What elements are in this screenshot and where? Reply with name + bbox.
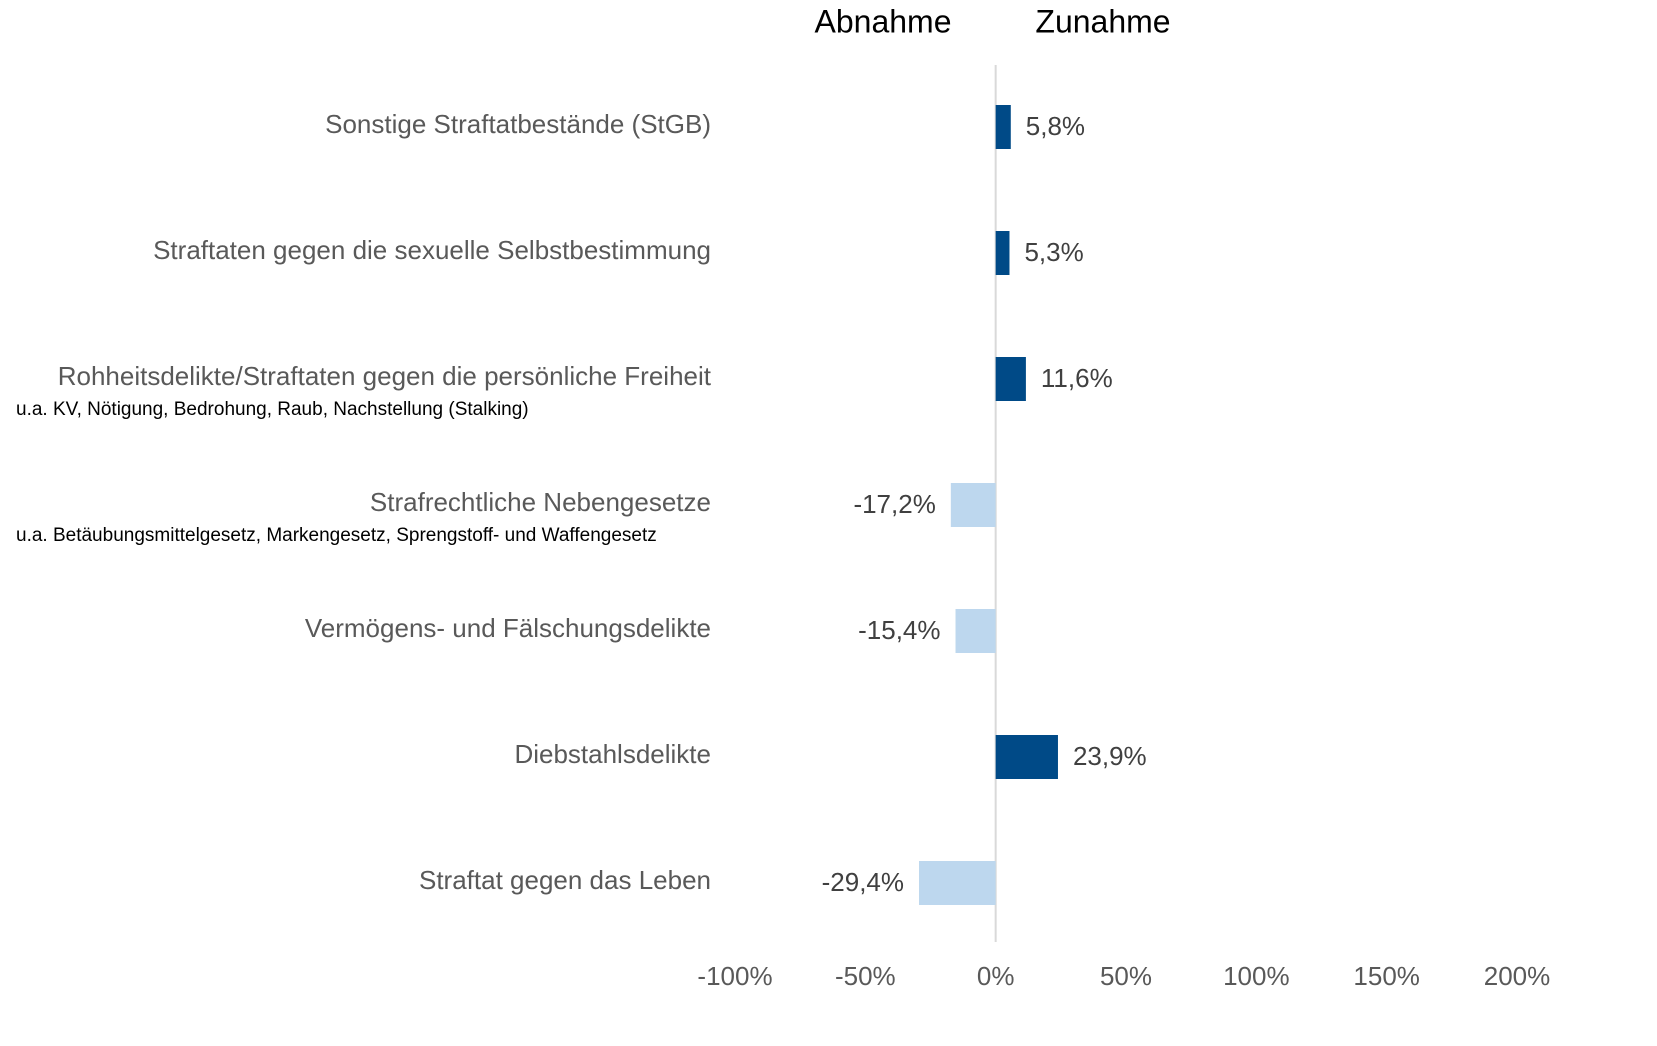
annotation: Zunahme	[1035, 3, 1170, 39]
annotation: Abnahme	[815, 3, 952, 39]
x-tick-label: 150%	[1353, 961, 1420, 991]
bar	[995, 357, 1026, 401]
bar	[995, 231, 1010, 275]
value-label: 5,3%	[1024, 237, 1083, 267]
x-tick-label: -100%	[697, 961, 772, 991]
bar	[995, 105, 1011, 149]
category-label: Rohheitsdelikte/Straftaten gegen die per…	[58, 361, 712, 391]
bar	[995, 735, 1058, 779]
value-label: 11,6%	[1041, 363, 1113, 393]
bar	[919, 861, 996, 905]
category-label: Straftat gegen das Leben	[419, 865, 711, 895]
value-label: -17,2%	[853, 489, 935, 519]
category-label: Vermögens- und Fälschungsdelikte	[305, 613, 711, 643]
x-tick-label: 0%	[977, 961, 1015, 991]
value-label: 5,8%	[1026, 111, 1085, 141]
bar	[955, 609, 996, 653]
category-sublabel: u.a. Betäubungsmittelgesetz, Markengeset…	[16, 525, 657, 546]
x-tick-label: 50%	[1100, 961, 1152, 991]
category-label: Sonstige Straftatbestände (StGB)	[325, 109, 711, 139]
category-label: Straftaten gegen die sexuelle Selbstbest…	[153, 235, 711, 265]
x-tick-label: -50%	[835, 961, 896, 991]
bar	[950, 483, 996, 527]
value-label: -15,4%	[858, 615, 940, 645]
category-sublabel: u.a. KV, Nötigung, Bedrohung, Raub, Nach…	[16, 399, 529, 420]
value-label: 23,9%	[1073, 741, 1147, 771]
value-label: -29,4%	[822, 867, 904, 897]
x-tick-label: 100%	[1223, 961, 1290, 991]
x-tick-label: 200%	[1484, 961, 1551, 991]
category-label: Strafrechtliche Nebengesetze	[370, 487, 711, 517]
category-label: Diebstahlsdelikte	[514, 739, 711, 769]
